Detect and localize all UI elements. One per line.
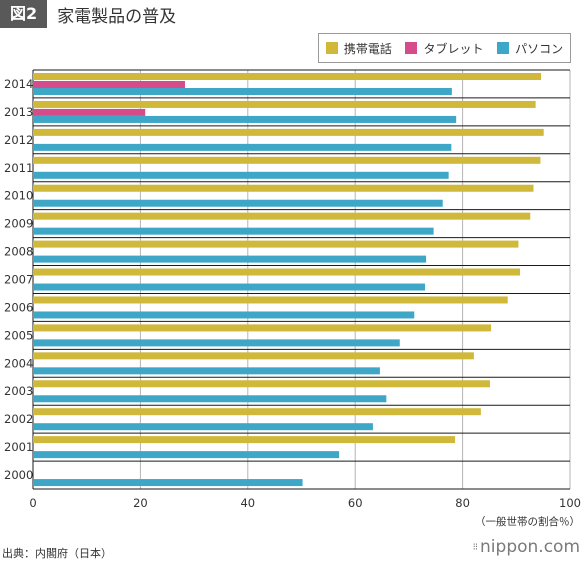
brand-name: nippon.com bbox=[480, 537, 580, 557]
bar-2000-2 bbox=[33, 479, 303, 487]
bar-2008-2 bbox=[33, 255, 427, 263]
y-tick-label-2008: 2008 bbox=[4, 245, 33, 259]
legend-swatch-mobile bbox=[325, 42, 338, 54]
chart-title: 家電製品の普及 bbox=[57, 6, 177, 27]
brand-logo: ⁝⁝ nippon.com bbox=[473, 537, 580, 557]
bar-2006-2 bbox=[33, 311, 415, 319]
y-tick-label-2001: 2001 bbox=[4, 440, 33, 454]
y-tick-label-2006: 2006 bbox=[4, 300, 33, 314]
figure-badge: 図2 bbox=[0, 0, 48, 28]
bar-2004-2 bbox=[33, 367, 380, 375]
bar-2005-2 bbox=[33, 339, 400, 347]
bar-2010-0 bbox=[33, 184, 534, 192]
y-tick-label-2010: 2010 bbox=[4, 189, 33, 203]
bar-2004-0 bbox=[33, 352, 474, 360]
legend-item-pc: パソコン bbox=[497, 40, 563, 57]
y-tick-label-2004: 2004 bbox=[4, 356, 33, 370]
x-tick-label-80: 80 bbox=[455, 496, 470, 510]
bar-2002-2 bbox=[33, 423, 373, 431]
x-tick-label-60: 60 bbox=[348, 496, 363, 510]
x-tick-label-0: 0 bbox=[29, 496, 36, 510]
y-tick-label-2002: 2002 bbox=[4, 412, 33, 426]
y-tick-label-2003: 2003 bbox=[4, 384, 33, 398]
legend-label-pc: パソコン bbox=[515, 41, 564, 56]
bar-2012-2 bbox=[33, 143, 452, 151]
bar-2001-0 bbox=[33, 436, 456, 444]
x-tick-label-40: 40 bbox=[240, 496, 255, 510]
x-axis-label: （一般世帯の割合％） bbox=[475, 516, 580, 528]
chart-legend: 携帯電話 タブレット パソコン bbox=[318, 33, 571, 63]
legend-item-mobile: 携帯電話 bbox=[325, 40, 392, 57]
bar-2014-1 bbox=[33, 81, 185, 88]
bar-2007-2 bbox=[33, 283, 426, 291]
legend-swatch-tablet bbox=[405, 42, 418, 54]
bar-2013-2 bbox=[33, 115, 457, 123]
bar-2013-0 bbox=[33, 100, 536, 108]
bar-2011-2 bbox=[33, 171, 449, 179]
legend-label-mobile: 携帯電話 bbox=[343, 41, 392, 56]
bar-2008-0 bbox=[33, 240, 519, 248]
y-tick-label-2011: 2011 bbox=[4, 161, 33, 175]
legend-swatch-pc bbox=[497, 42, 510, 54]
bar-2014-2 bbox=[33, 88, 452, 95]
bar-2011-0 bbox=[33, 156, 541, 164]
brand-dots-icon: ⁝⁝ bbox=[472, 541, 478, 553]
bar-2010-2 bbox=[33, 199, 443, 207]
y-tick-label-2012: 2012 bbox=[4, 133, 33, 147]
bar-2012-0 bbox=[33, 128, 544, 136]
figure-header: 図2 家電製品の普及 bbox=[0, 0, 176, 28]
x-tick-label-20: 20 bbox=[133, 496, 148, 510]
bar-2005-0 bbox=[33, 324, 492, 332]
legend-item-tablet: タブレット bbox=[405, 40, 483, 57]
y-tick-label-2014: 2014 bbox=[4, 77, 33, 91]
y-tick-label-2013: 2013 bbox=[4, 105, 33, 119]
y-tick-label-2005: 2005 bbox=[4, 328, 33, 342]
bar-2007-0 bbox=[33, 268, 521, 276]
bar-2006-0 bbox=[33, 296, 508, 304]
bar-2014-0 bbox=[33, 73, 542, 80]
legend-label-tablet: タブレット bbox=[423, 41, 484, 56]
source-note: 出典：内閣府（日本） bbox=[2, 547, 112, 560]
bar-2013-1 bbox=[33, 108, 146, 116]
y-tick-label-2009: 2009 bbox=[4, 217, 33, 231]
y-tick-label-2007: 2007 bbox=[4, 273, 33, 287]
bar-2001-2 bbox=[33, 451, 340, 459]
bar-2003-0 bbox=[33, 380, 490, 388]
bar-2009-2 bbox=[33, 227, 434, 235]
bar-2003-2 bbox=[33, 395, 387, 403]
bar-2002-0 bbox=[33, 408, 481, 416]
y-tick-label-2000: 2000 bbox=[4, 468, 33, 482]
x-tick-label-100: 100 bbox=[559, 496, 581, 510]
bar-2009-0 bbox=[33, 212, 531, 220]
